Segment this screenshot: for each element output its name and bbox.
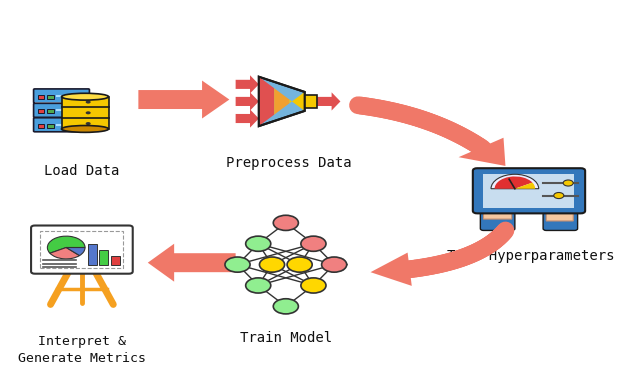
Circle shape — [554, 192, 564, 199]
Polygon shape — [274, 88, 289, 115]
Text: Tune Hyperparameters: Tune Hyperparameters — [447, 249, 614, 263]
Circle shape — [273, 215, 298, 231]
Ellipse shape — [61, 93, 109, 100]
Bar — [483, 174, 575, 208]
Text: Train Model: Train Model — [240, 331, 332, 345]
Bar — [61, 118, 109, 129]
Circle shape — [287, 257, 312, 272]
Bar — [61, 97, 109, 129]
Wedge shape — [50, 248, 79, 259]
Circle shape — [246, 278, 271, 293]
Wedge shape — [491, 174, 539, 189]
Polygon shape — [337, 258, 348, 271]
Polygon shape — [236, 109, 259, 127]
Bar — [305, 95, 317, 108]
Circle shape — [563, 180, 573, 186]
Bar — [38, 95, 44, 99]
Polygon shape — [224, 258, 234, 271]
FancyBboxPatch shape — [33, 89, 90, 103]
Circle shape — [301, 278, 326, 293]
Circle shape — [86, 100, 91, 104]
Bar — [35, 117, 88, 119]
Bar — [47, 95, 54, 99]
Polygon shape — [236, 75, 259, 94]
Circle shape — [259, 257, 285, 272]
Polygon shape — [317, 92, 340, 110]
Wedge shape — [47, 236, 85, 253]
Polygon shape — [459, 138, 506, 166]
Polygon shape — [483, 200, 512, 219]
Polygon shape — [259, 77, 305, 126]
Wedge shape — [66, 248, 85, 256]
Polygon shape — [289, 92, 305, 111]
Text: Preprocess Data: Preprocess Data — [226, 156, 352, 171]
Bar — [61, 107, 109, 118]
Bar — [38, 124, 44, 127]
FancyBboxPatch shape — [543, 206, 578, 231]
Bar — [35, 102, 88, 104]
Polygon shape — [138, 80, 229, 119]
Circle shape — [86, 122, 91, 125]
Circle shape — [301, 236, 326, 251]
Bar — [88, 244, 97, 264]
FancyBboxPatch shape — [473, 168, 585, 213]
Polygon shape — [546, 200, 573, 221]
FancyBboxPatch shape — [31, 226, 132, 274]
FancyBboxPatch shape — [33, 118, 90, 132]
Polygon shape — [371, 253, 412, 286]
Circle shape — [86, 111, 91, 114]
Bar — [111, 256, 120, 264]
Circle shape — [273, 299, 298, 314]
Text: Load Data: Load Data — [44, 164, 120, 178]
Bar — [47, 124, 54, 127]
Polygon shape — [148, 244, 236, 282]
Bar — [38, 109, 44, 113]
Bar — [61, 97, 109, 107]
Circle shape — [225, 257, 250, 272]
FancyBboxPatch shape — [33, 103, 90, 117]
Bar — [47, 109, 54, 113]
Wedge shape — [495, 176, 532, 189]
Polygon shape — [236, 92, 259, 110]
Polygon shape — [259, 77, 274, 126]
Ellipse shape — [61, 126, 109, 132]
Circle shape — [246, 236, 271, 251]
Wedge shape — [515, 182, 535, 189]
FancyBboxPatch shape — [481, 206, 515, 231]
Text: Interpret &
Generate Metrics: Interpret & Generate Metrics — [18, 335, 146, 365]
Circle shape — [321, 257, 347, 272]
Bar — [99, 250, 108, 264]
